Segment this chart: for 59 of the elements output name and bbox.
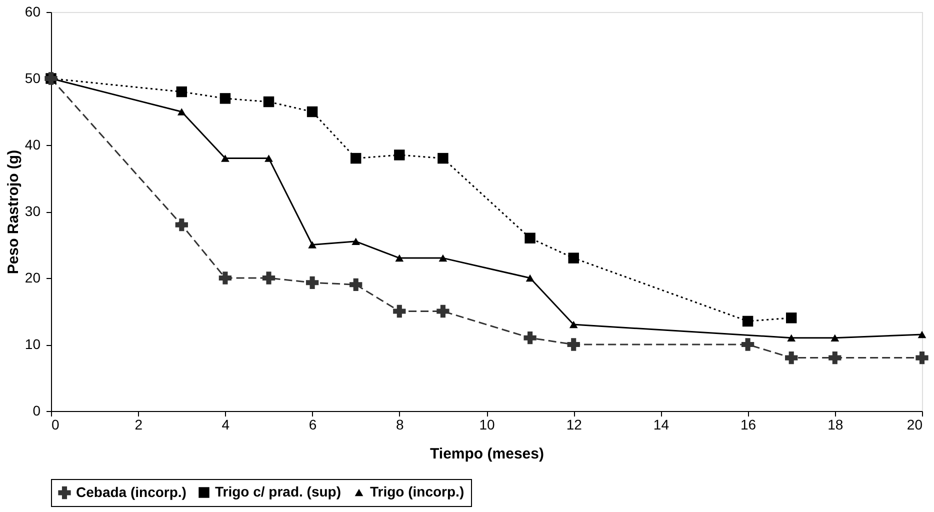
- point: [308, 241, 316, 248]
- x-tick-label: 2: [134, 416, 143, 432]
- point: [264, 154, 273, 162]
- point: [306, 276, 319, 289]
- point: [438, 152, 448, 164]
- point: [524, 232, 536, 244]
- legend-label: Cebada (incorp.): [76, 484, 186, 500]
- x-tick-label: 14: [653, 416, 670, 432]
- point: [742, 316, 754, 327]
- legend-label: Trigo (incorp.): [370, 484, 464, 500]
- point: [221, 154, 230, 162]
- x-tick-label: 12: [566, 416, 582, 432]
- x-tick-label: 4: [222, 416, 230, 432]
- point: [787, 334, 796, 342]
- point: [785, 351, 798, 364]
- point: [438, 254, 448, 262]
- y-tick-label: 20: [24, 270, 41, 286]
- point: [830, 334, 840, 342]
- x-tick-label: 6: [308, 416, 317, 432]
- point: [395, 254, 404, 262]
- y-tick-label: 0: [32, 402, 41, 418]
- point: [916, 351, 928, 364]
- point: [568, 252, 579, 264]
- legend-label: Trigo c/ prad. (sup): [215, 484, 342, 500]
- point: [218, 272, 232, 284]
- x-axis-title: Tiempo (meses): [430, 446, 544, 462]
- point: [352, 238, 360, 246]
- y-tick-label: 60: [24, 4, 41, 20]
- point: [393, 304, 406, 318]
- x-tick-label: 20: [906, 416, 923, 432]
- point: [828, 351, 842, 364]
- point: [918, 330, 926, 338]
- x-tick-label: 0: [52, 416, 60, 432]
- point: [262, 272, 276, 284]
- point: [177, 108, 186, 116]
- x-tick-label: 18: [828, 416, 844, 432]
- x-tick-label: 10: [479, 416, 495, 432]
- y-axis-title: Peso Rastrojo (g): [4, 150, 22, 274]
- point: [567, 338, 580, 351]
- point: [176, 86, 188, 98]
- point: [220, 93, 231, 104]
- point: [350, 278, 362, 291]
- point: [526, 274, 534, 282]
- point: [786, 312, 797, 324]
- point: [524, 332, 536, 344]
- point: [394, 150, 405, 160]
- x-tick-label: 8: [396, 416, 404, 432]
- point: [436, 304, 450, 318]
- y-tick-label: 50: [24, 70, 41, 86]
- point: [263, 96, 274, 108]
- point: [306, 106, 318, 118]
- point: [175, 218, 188, 232]
- point: [569, 320, 578, 328]
- y-tick-label: 10: [24, 336, 41, 352]
- x-tick-label: 16: [740, 416, 756, 432]
- y-tick-label: 40: [24, 136, 41, 152]
- point: [350, 152, 362, 164]
- point: [741, 338, 754, 351]
- y-tick-label: 30: [24, 203, 41, 219]
